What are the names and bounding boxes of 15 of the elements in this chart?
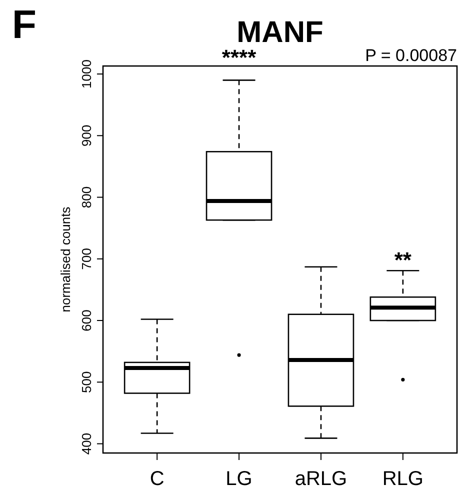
text: P = 0.00087 [365,46,457,65]
y-axis-title: normalised counts [58,206,73,312]
y-tick-label: 1000 [79,60,94,88]
y-tick-label: 800 [79,186,94,208]
x-tick-label: C [150,468,164,490]
text: F [12,3,36,47]
y-tick-label: 400 [79,432,94,455]
x-tick-label: RLG [382,468,424,490]
x-tick-label: LG [226,468,252,490]
x-tick-label: aRLG [294,468,348,490]
annotation: ** [394,248,412,273]
y-tick-label: 900 [79,124,94,146]
y-tick-label: 600 [79,310,94,332]
y-tick-label: 700 [79,248,94,270]
y-tick-label: 500 [79,371,94,393]
